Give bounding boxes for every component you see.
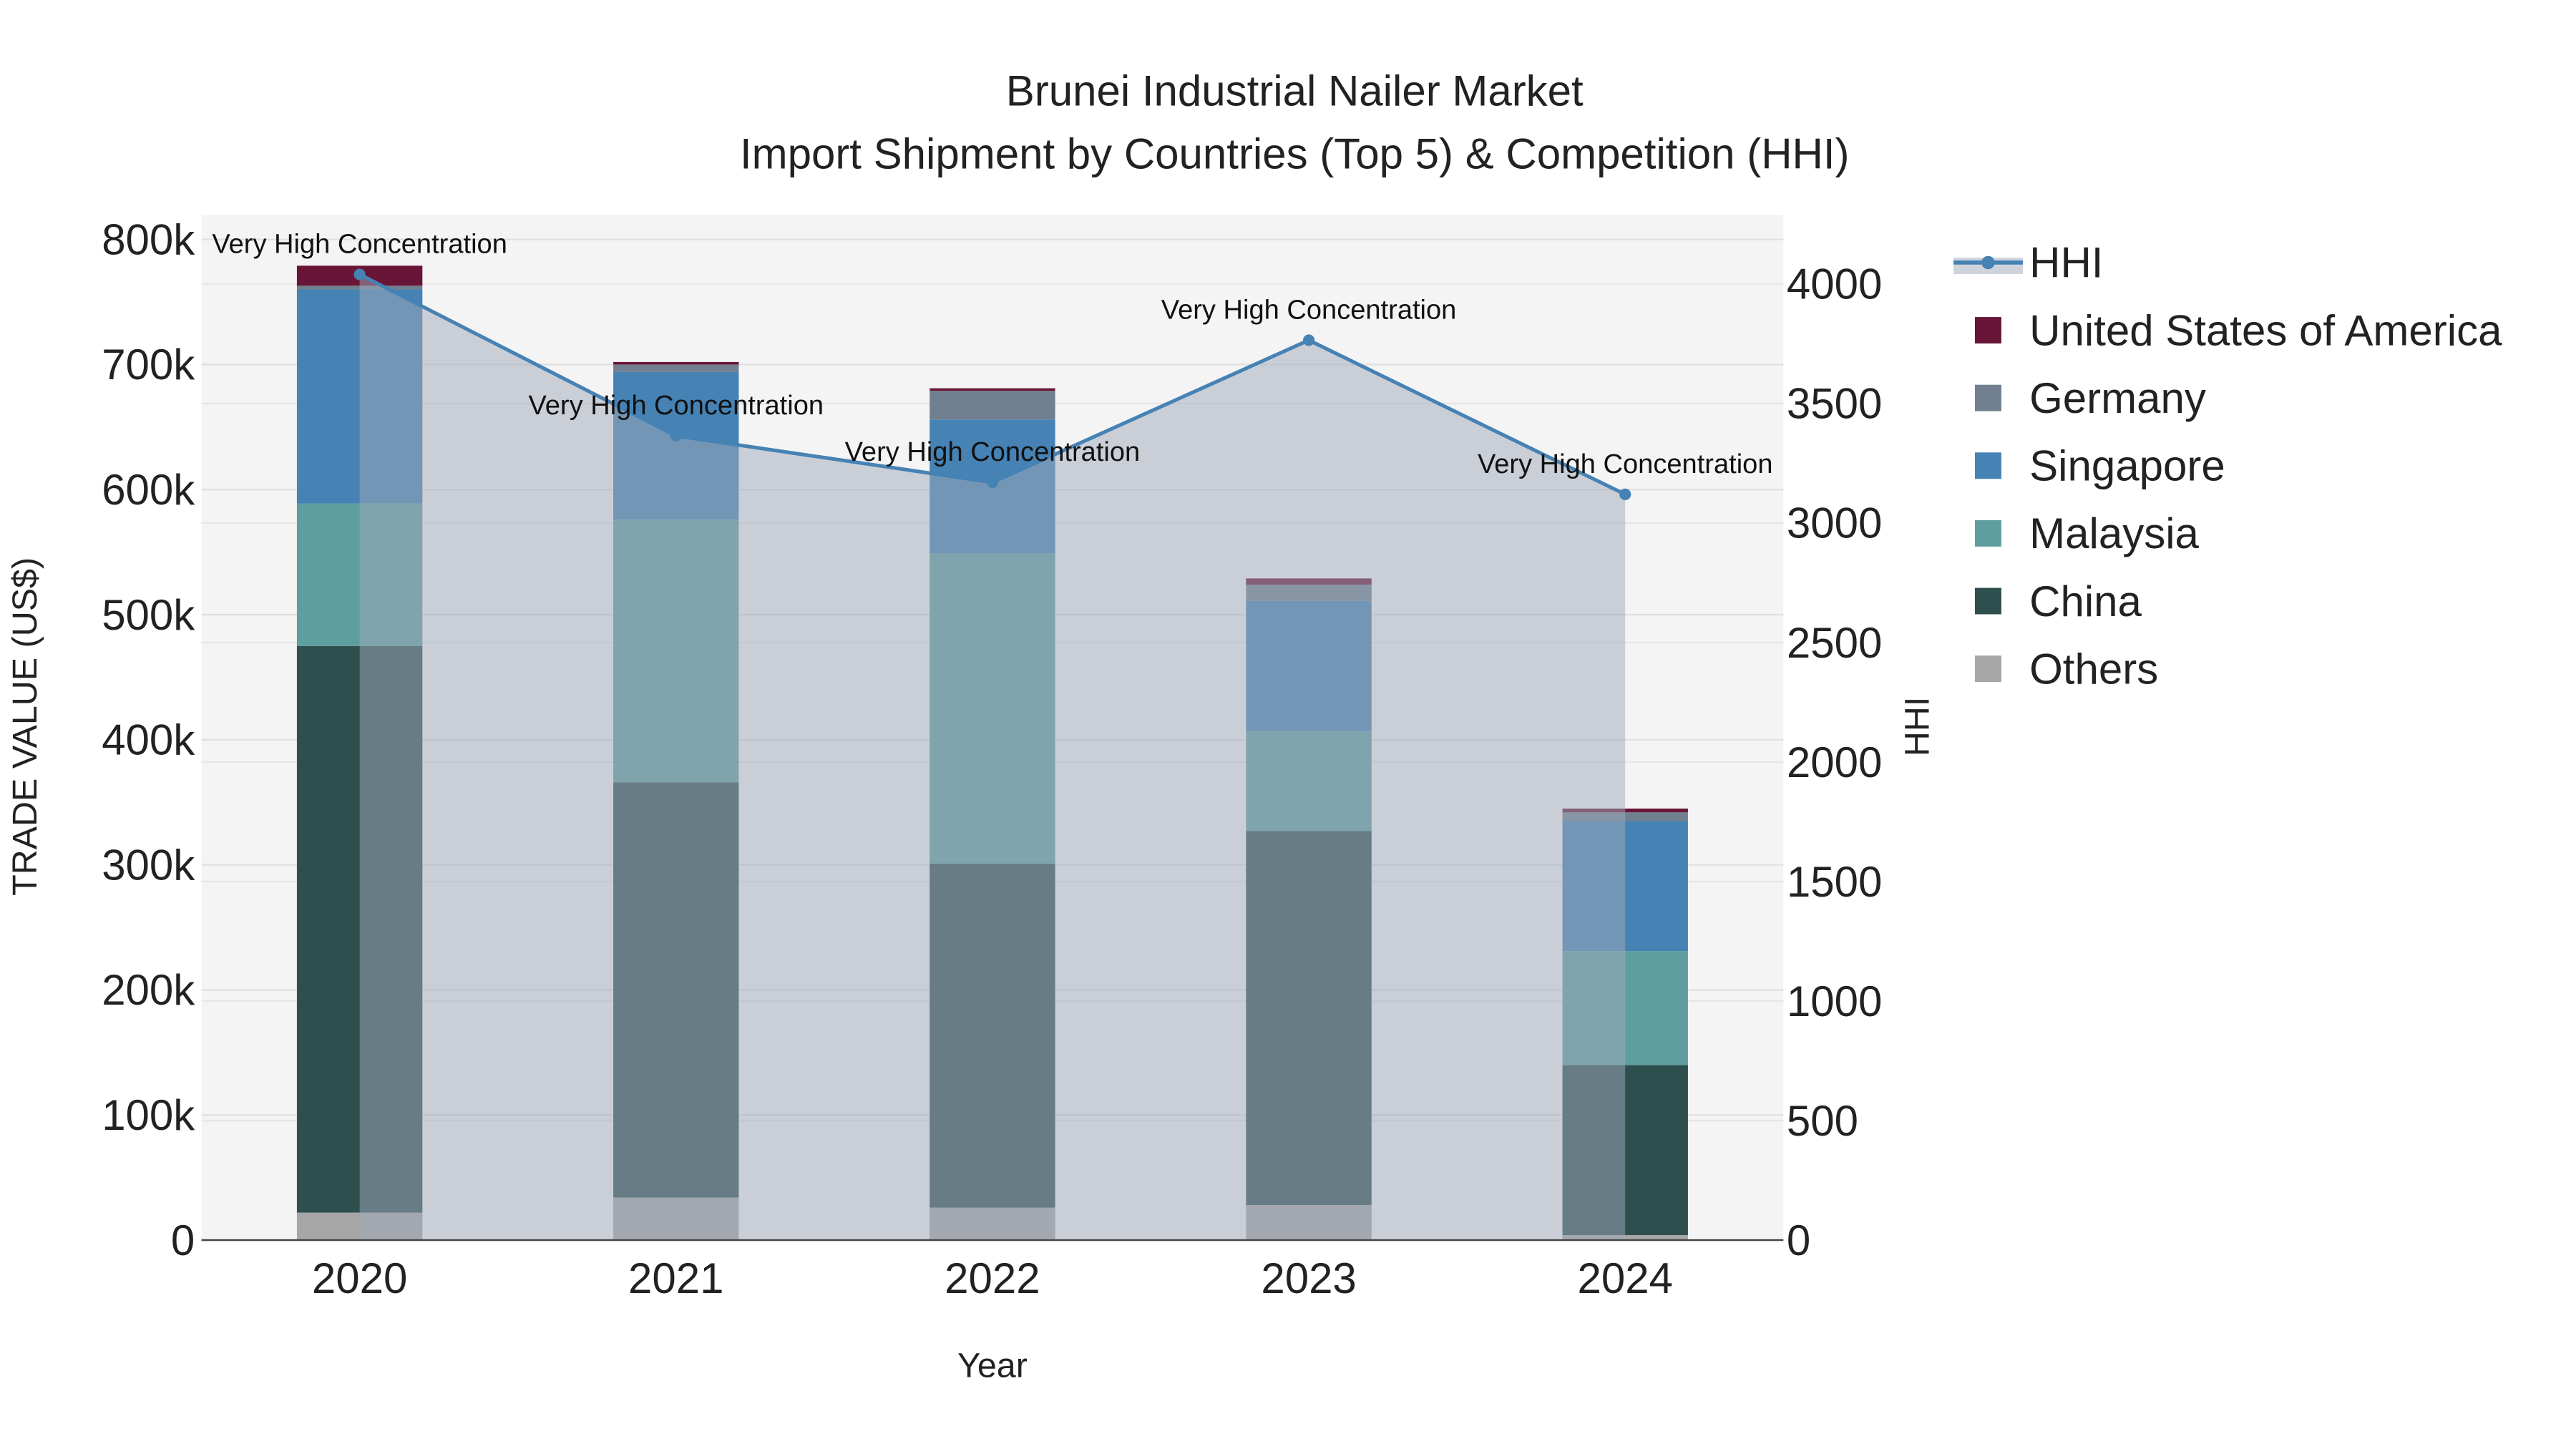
bar-others[interactable] <box>1562 1235 1688 1241</box>
y2-tick-label: 0 <box>1787 1216 1810 1264</box>
x-tick-label: 2023 <box>1261 1254 1356 1302</box>
hhi-layer: Very High Concentration Very High Concent… <box>212 230 1773 1241</box>
hhi-point[interactable] <box>1619 488 1631 500</box>
y-axis-ticks: 0 100k 200k 300k 400k 500k 600k 700k 800k <box>102 215 195 1264</box>
y2-tick-label: 2000 <box>1787 738 1882 786</box>
hhi-annotation: Very High Concentration <box>1161 295 1457 325</box>
y-tick-label: 600k <box>102 466 195 514</box>
hhi-annotation: Very High Concentration <box>528 391 824 421</box>
y2-axis-label: HHI <box>1898 697 1936 756</box>
y-tick-label: 700k <box>102 341 195 389</box>
legend-label: Malaysia <box>2029 509 2199 557</box>
bar-germany[interactable] <box>930 391 1055 420</box>
hhi-area <box>359 274 1626 1241</box>
y2-tick-label: 2500 <box>1787 619 1882 667</box>
hhi-annotation: Very High Concentration <box>845 437 1141 467</box>
y-tick-label: 800k <box>102 215 195 263</box>
x-tick-label: 2021 <box>628 1254 723 1302</box>
x-axis-ticks: 2020 2021 2022 2023 2024 <box>312 1254 1673 1302</box>
y2-tick-label: 3500 <box>1787 380 1882 428</box>
bar-united-states-of-america[interactable] <box>930 388 1055 391</box>
bar-united-states-of-america[interactable] <box>1562 808 1688 813</box>
x-tick-label: 2022 <box>945 1254 1040 1302</box>
y-tick-label: 100k <box>102 1091 195 1139</box>
legend-swatch <box>1975 519 2001 547</box>
x-tick-label: 2020 <box>312 1254 407 1302</box>
y-tick-label: 0 <box>171 1216 195 1264</box>
legend: HHI United States of America Germany Singap… <box>1953 239 2502 693</box>
legend-label: China <box>2029 577 2142 625</box>
hhi-point[interactable] <box>1303 334 1315 346</box>
legend-item-malaysia[interactable]: Malaysia <box>1975 509 2200 557</box>
legend-swatch <box>1975 317 2001 343</box>
legend-item-united-states-of-america[interactable]: United States of America <box>1975 306 2502 354</box>
legend-swatch <box>1975 452 2001 479</box>
legend-label: Others <box>2029 645 2158 693</box>
bar-united-states-of-america[interactable] <box>613 361 739 365</box>
y2-axis-ticks: 0 500 1000 1500 2000 2500 3000 3500 4000 <box>1787 260 1882 1264</box>
legend-swatch <box>1975 587 2001 615</box>
legend-item-others[interactable]: Others <box>1975 645 2158 693</box>
legend-label: HHI <box>2029 239 2103 287</box>
y2-tick-label: 1500 <box>1787 858 1882 906</box>
hhi-annotation: Very High Concentration <box>1478 449 1773 479</box>
legend-label: United States of America <box>2029 306 2502 354</box>
x-axis-label: Year <box>957 1347 1028 1385</box>
legend-item-singapore[interactable]: Singapore <box>1975 442 2225 490</box>
y-tick-label: 300k <box>102 841 195 889</box>
y2-tick-label: 500 <box>1787 1097 1858 1145</box>
legend-swatch-marker <box>1981 255 1995 270</box>
hhi-point[interactable] <box>986 477 998 489</box>
y2-tick-label: 1000 <box>1787 977 1882 1025</box>
hhi-point[interactable] <box>353 268 366 280</box>
hhi-point[interactable] <box>670 429 682 442</box>
y2-tick-label: 4000 <box>1787 260 1882 308</box>
bar-germany[interactable] <box>613 364 739 372</box>
legend-label: Singapore <box>2029 442 2225 490</box>
chart-title: Brunei Industrial Nailer Market <box>1006 67 1584 115</box>
legend-swatch <box>1975 655 2001 683</box>
chart-subtitle: Import Shipment by Countries (Top 5) & C… <box>740 130 1850 177</box>
legend-label: Germany <box>2029 374 2206 422</box>
y-tick-label: 500k <box>102 591 195 639</box>
y-tick-label: 400k <box>102 716 195 764</box>
hhi-annotation: Very High Concentration <box>212 230 507 260</box>
legend-item-germany[interactable]: Germany <box>1975 374 2206 422</box>
y2-tick-label: 3000 <box>1787 499 1882 547</box>
y-tick-label: 200k <box>102 966 195 1014</box>
y-axis-label: TRADE VALUE (US$) <box>6 557 44 896</box>
x-tick-label: 2024 <box>1577 1254 1672 1302</box>
legend-item-hhi[interactable]: HHI <box>1953 239 2103 287</box>
legend-swatch <box>1975 384 2001 411</box>
legend-item-china[interactable]: China <box>1975 577 2142 625</box>
